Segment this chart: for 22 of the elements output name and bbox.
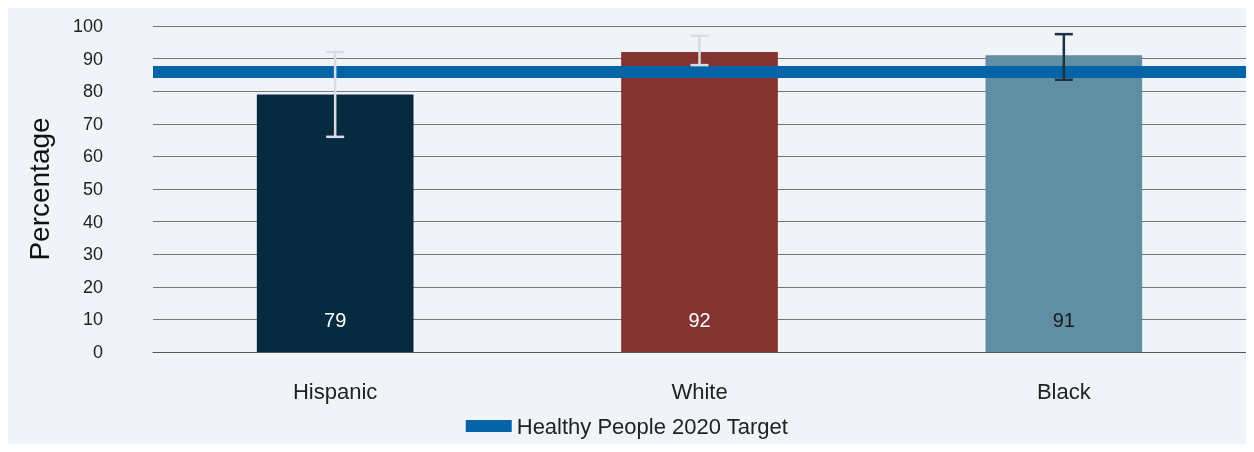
x-tick-label: Hispanic [292, 378, 378, 404]
data-label: 91 [1052, 309, 1075, 331]
y-tick-label: 40 [82, 211, 103, 232]
x-tick-label: White [671, 378, 728, 404]
legend-label: Healthy People 2020 Target [516, 413, 788, 439]
bar [985, 55, 1143, 352]
y-tick-label: 0 [92, 342, 103, 362]
bar [621, 52, 778, 352]
y-tick-label: 90 [82, 48, 103, 69]
y-axis-title: Percentage [23, 117, 55, 261]
y-tick-label: 60 [82, 146, 103, 167]
x-tick-label: Black [1036, 378, 1092, 404]
y-tick-label: 30 [82, 244, 103, 265]
y-tick-label: 70 [82, 113, 103, 134]
y-tick-label: 80 [82, 81, 103, 102]
y-tick-label: 10 [82, 309, 103, 330]
bar [256, 94, 414, 352]
y-tick-label: 20 [82, 276, 103, 297]
data-label: 79 [324, 309, 347, 331]
data-label: 92 [688, 309, 711, 331]
y-tick-label: 100 [72, 16, 103, 36]
y-tick-label: 50 [82, 179, 103, 199]
